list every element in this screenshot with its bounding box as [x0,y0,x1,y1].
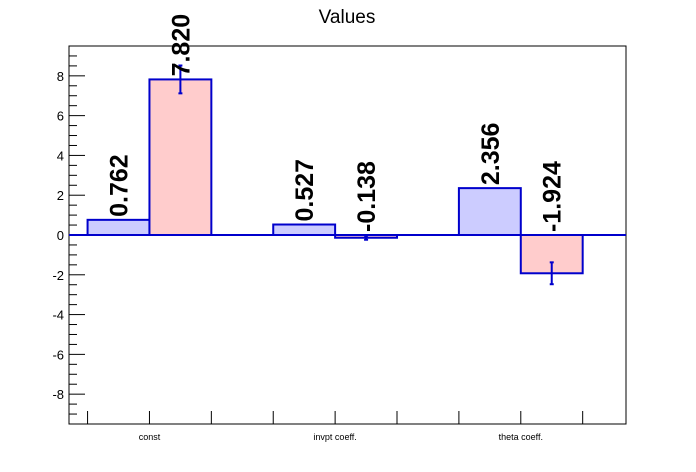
bars-layer [86,78,584,275]
x-axis: const invpt coeff. theta coeff. [87,411,584,442]
y-tick-label: 8 [57,69,64,84]
y-tick-label: -6 [52,347,64,362]
y-tick-label: 6 [57,109,64,124]
x-category-label: theta coeff. [499,432,543,442]
data-label: 2.356 [477,123,505,186]
error-bars-layer [178,64,554,286]
data-label: 0.762 [106,154,134,217]
x-category-label: const [139,432,161,442]
y-tick-label: 0 [57,228,64,243]
y-tick-label: 4 [57,148,64,163]
data-label: -0.138 [353,161,381,232]
chart-title: Values [319,7,376,28]
bar [86,218,151,236]
bar [457,187,522,237]
data-label: 7.820 [167,14,195,77]
bar [148,78,213,236]
y-tick-label: -4 [52,308,64,323]
data-label: -1.924 [539,161,567,232]
y-axis: -8 -6 -4 -2 0 2 4 6 8 [52,45,85,425]
data-labels-layer: 0.762 0.527 2.356 7.820 -0.138 -1.924 [106,14,567,232]
x-category-label: invpt coeff. [313,432,356,442]
y-tick-label: 2 [57,188,64,203]
bar [272,223,337,236]
y-tick-label: -8 [52,387,64,402]
y-tick-label: -2 [52,268,64,283]
data-label: 0.527 [291,159,319,222]
